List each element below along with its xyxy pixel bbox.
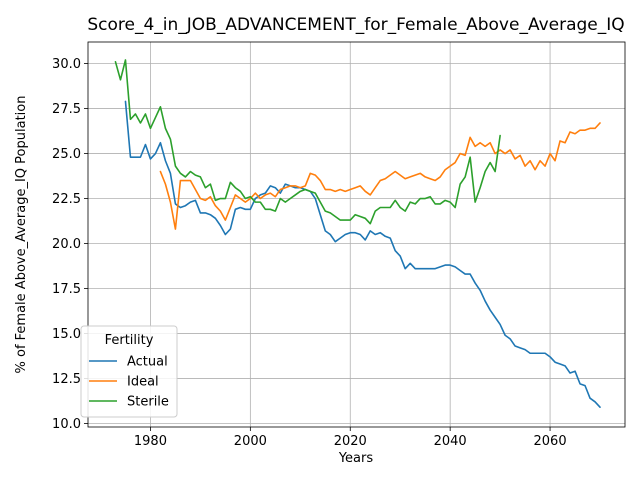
legend-label-actual: Actual <box>127 355 168 370</box>
grid <box>88 42 625 427</box>
x-axis-label: Years <box>338 451 374 466</box>
legend-label-sterile: Sterile <box>127 395 169 410</box>
y-tick-label: 15.0 <box>52 327 81 342</box>
y-tick-label: 25.0 <box>52 147 81 162</box>
legend-entries: Actual Ideal Sterile <box>89 355 169 410</box>
legend-label-ideal: Ideal <box>127 375 159 390</box>
series-line-sterile <box>114 59 501 225</box>
x-tick-label: 1980 <box>134 434 167 449</box>
x-tick-label: 2020 <box>334 434 367 449</box>
y-axis-ticks: 10.0 12.5 15.0 17.5 20.0 22.5 25.0 27.5 30.0 <box>52 57 88 432</box>
x-axis-ticks: 1980 2000 2020 2040 2060 <box>134 427 567 449</box>
y-tick-label: 20.0 <box>52 237 81 252</box>
x-tick-label: 2000 <box>234 434 267 449</box>
plot-area-frame <box>87 41 626 428</box>
chart-title: Score_4_in_JOB_ADVANCEMENT_for_Female_Ab… <box>87 15 624 35</box>
series-line-ideal <box>159 122 601 230</box>
legend: Fertility Actual Ideal Sterile <box>80 325 178 418</box>
y-tick-label: 27.5 <box>52 102 81 117</box>
legend-box <box>80 325 178 418</box>
legend-title: Fertility <box>105 333 154 348</box>
y-tick-label: 30.0 <box>52 57 81 72</box>
series-lines <box>114 59 601 409</box>
y-tick-label: 22.5 <box>52 192 81 207</box>
y-axis-label: % of Female Above_Average_IQ Population <box>14 96 29 374</box>
y-tick-label: 17.5 <box>52 282 81 297</box>
y-tick-label: 10.0 <box>52 417 81 432</box>
series-line-actual <box>124 100 601 409</box>
x-tick-label: 2060 <box>534 434 567 449</box>
y-tick-label: 12.5 <box>52 372 81 387</box>
x-tick-label: 2040 <box>434 434 467 449</box>
